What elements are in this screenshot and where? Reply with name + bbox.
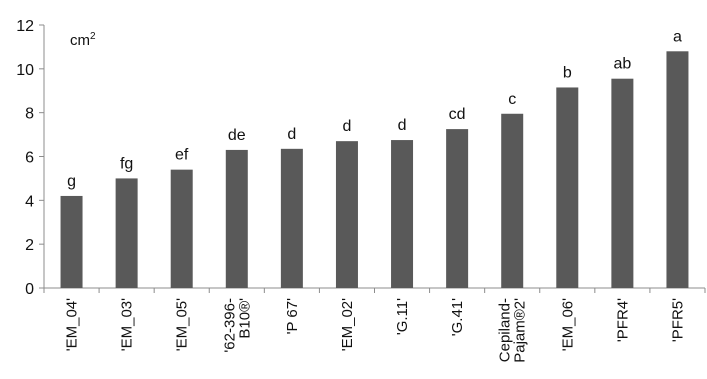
category-label: 'P 67' — [284, 298, 301, 334]
significance-letter: cd — [449, 106, 466, 123]
category-label-line: 'EM_05' — [174, 298, 191, 351]
category-label-line: 'EM_06' — [559, 298, 576, 351]
bar — [611, 78, 634, 288]
y-tick-label: 8 — [25, 106, 34, 123]
significance-letter: g — [67, 173, 76, 190]
y-tick-label: 10 — [16, 62, 34, 79]
significance-letter: fg — [120, 155, 133, 172]
category-label: 'EM_06' — [559, 298, 576, 351]
bar — [446, 129, 469, 288]
significance-letter: d — [398, 117, 407, 134]
category-label-line: 'EM_03' — [119, 298, 136, 351]
significance-letter: c — [508, 91, 516, 108]
category-label-line: 'G.41' — [449, 298, 466, 336]
bar — [666, 51, 689, 288]
significance-letter: ef — [175, 147, 189, 164]
category-label: 'PFR4' — [614, 298, 631, 342]
bar — [391, 140, 414, 288]
significance-letter: ab — [613, 56, 631, 73]
category-label: 'EM_03' — [119, 298, 136, 351]
category-label-line: 'G.11' — [394, 298, 411, 335]
significance-letter: d — [287, 126, 296, 143]
significance-letter: d — [343, 118, 352, 135]
y-unit-label: cm2 — [70, 31, 96, 49]
category-label: 'EM_02' — [339, 298, 356, 351]
bars — [60, 51, 689, 289]
category-label-line: 'PFR5' — [669, 298, 686, 342]
y-unit-exponent: 2 — [90, 31, 96, 42]
category-label-line: Pajam®2' — [512, 298, 529, 363]
y-tick-label: 6 — [25, 150, 34, 167]
category-label-line: '62-396- — [221, 298, 238, 353]
bar — [115, 178, 138, 288]
category-label: '62-396-B10®' — [221, 298, 253, 353]
category-label-line: 'PFR4' — [614, 298, 631, 342]
category-labels: 'EM_04' 'EM_03' 'EM_05' '62-396-B10®' 'P 67'… — [64, 298, 687, 363]
y-axis: 0 2 4 6 8 10 12 — [16, 18, 45, 298]
category-label: 'G.11' — [394, 298, 411, 335]
bar — [280, 148, 303, 288]
category-label-line: 'P 67' — [284, 298, 301, 334]
y-tick-label: 12 — [16, 18, 34, 35]
category-label-line: 'EM_04' — [64, 298, 81, 351]
significance-letter: a — [673, 28, 682, 45]
category-label-line: Cepiland- — [497, 298, 514, 362]
category-label-line: 'EM_02' — [339, 298, 356, 351]
category-label: Cepiland-Pajam®2' — [497, 298, 529, 363]
y-tick-label: 2 — [25, 237, 34, 254]
significance-letter: b — [563, 64, 572, 81]
x-axis — [43, 287, 706, 293]
y-tick-label: 4 — [25, 193, 34, 210]
category-label: 'EM_04' — [64, 298, 81, 351]
bar — [60, 195, 83, 288]
category-label: 'G.41' — [449, 298, 466, 336]
category-label: 'EM_05' — [174, 298, 191, 351]
bar — [501, 113, 524, 288]
bar — [556, 87, 579, 289]
category-label-line: B10®' — [236, 298, 253, 339]
y-unit-base: cm — [70, 32, 90, 49]
y-tick-label: 0 — [25, 281, 34, 298]
bar — [170, 169, 193, 288]
significance-letter: de — [228, 127, 246, 144]
category-label: 'PFR5' — [669, 298, 686, 342]
bar — [335, 141, 358, 288]
bar — [225, 149, 248, 288]
significance-letters: g fg ef de d d d cd c b ab a — [67, 28, 682, 190]
